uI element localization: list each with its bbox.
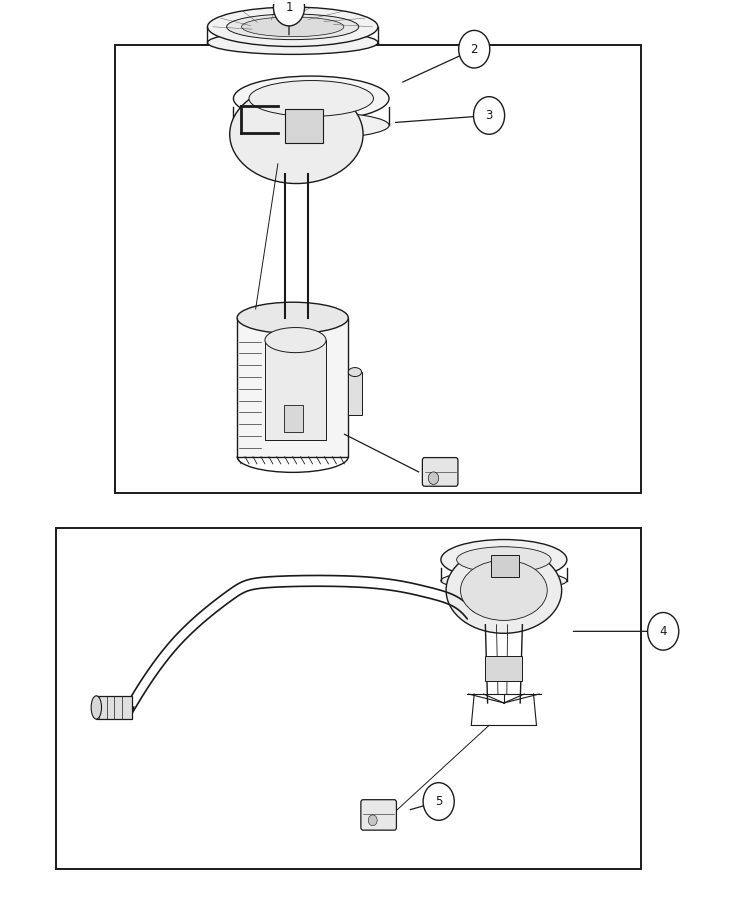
Bar	[491, 555, 519, 578]
Ellipse shape	[249, 80, 373, 116]
Ellipse shape	[446, 547, 562, 634]
FancyBboxPatch shape	[361, 800, 396, 830]
Ellipse shape	[237, 302, 348, 334]
Ellipse shape	[348, 367, 362, 376]
Ellipse shape	[207, 31, 378, 54]
Text: 5: 5	[435, 795, 442, 808]
Ellipse shape	[230, 85, 363, 184]
Bar	[485, 655, 522, 680]
Circle shape	[473, 96, 505, 134]
Bar	[237, 318, 348, 456]
Ellipse shape	[207, 7, 378, 47]
Bar	[56, 528, 641, 868]
Bar	[285, 405, 303, 432]
Ellipse shape	[441, 571, 567, 590]
Bar	[348, 372, 362, 415]
Ellipse shape	[242, 17, 344, 37]
Ellipse shape	[233, 112, 389, 139]
Circle shape	[368, 814, 377, 825]
Ellipse shape	[461, 560, 548, 620]
FancyBboxPatch shape	[422, 457, 458, 486]
Ellipse shape	[456, 547, 551, 572]
Bar	[285, 109, 323, 143]
Text: 3: 3	[485, 109, 493, 122]
Circle shape	[423, 783, 454, 820]
Circle shape	[273, 0, 305, 26]
Bar	[265, 340, 326, 440]
Bar	[115, 45, 641, 492]
Bar	[96, 696, 132, 719]
Circle shape	[459, 31, 490, 68]
Ellipse shape	[265, 328, 326, 353]
Ellipse shape	[233, 76, 389, 121]
Circle shape	[428, 472, 439, 484]
Text: 4: 4	[659, 625, 667, 638]
Ellipse shape	[441, 539, 567, 580]
Ellipse shape	[227, 14, 359, 40]
Circle shape	[648, 613, 679, 650]
Text: 1: 1	[285, 1, 293, 13]
Text: 2: 2	[471, 42, 478, 56]
Ellipse shape	[91, 696, 102, 719]
